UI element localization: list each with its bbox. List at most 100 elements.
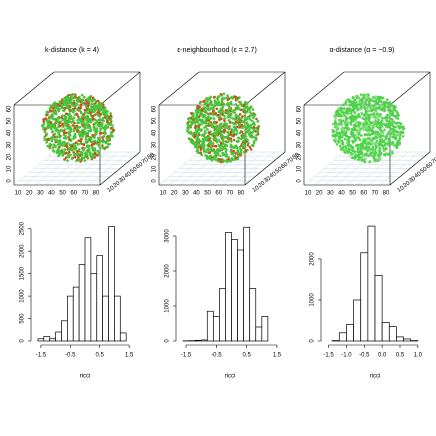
cloud-point — [353, 138, 357, 141]
cloud-point — [244, 109, 248, 113]
cloud-point — [76, 100, 80, 104]
cloud-point — [223, 119, 226, 123]
cloud-point — [212, 137, 216, 141]
cloud-point — [227, 113, 231, 117]
cloud-point — [71, 93, 75, 96]
cloud-point — [376, 140, 380, 144]
z-tick-label: 50 — [7, 117, 13, 124]
cloud-point — [66, 101, 70, 105]
cloud-point — [368, 125, 371, 128]
cloud-point — [80, 137, 83, 141]
cloud-point — [75, 112, 78, 116]
cloud-point — [229, 108, 233, 111]
cloud-point — [70, 101, 74, 105]
cloud-point — [338, 144, 342, 148]
cloud-point — [75, 130, 79, 133]
cloud-point — [256, 119, 260, 123]
cloud-point — [384, 125, 388, 128]
cloud-point — [49, 137, 53, 140]
cloud-point — [372, 115, 376, 119]
cloud-point — [364, 102, 367, 106]
histogram-bar — [353, 299, 362, 342]
cloud-point — [53, 132, 57, 136]
cloud-point — [245, 102, 249, 106]
cloud-point — [63, 158, 66, 161]
cloud-point — [241, 108, 245, 111]
cloud-point — [214, 131, 217, 135]
cloud-point — [366, 140, 369, 144]
cloud-point — [195, 120, 199, 123]
cloud-point — [61, 154, 65, 157]
cloud-point — [98, 138, 102, 142]
cloud-point — [231, 121, 235, 125]
cloud-point — [96, 99, 100, 103]
cloud-point — [215, 139, 218, 143]
cloud-point — [54, 120, 58, 123]
cloud-point — [235, 146, 239, 150]
x-tick-label: 0.5 — [396, 353, 405, 359]
cloud-point — [356, 131, 359, 134]
cloud-point — [215, 121, 219, 124]
cloud-point — [384, 138, 387, 141]
cloud-point — [91, 114, 95, 118]
cloud-point — [355, 107, 359, 110]
cloud-point — [86, 121, 90, 124]
histogram-bar — [61, 320, 68, 342]
box-edge — [158, 71, 200, 106]
cloud-point — [81, 134, 85, 138]
cloud-point — [381, 103, 384, 106]
z-tick-label: 60 — [297, 105, 303, 112]
cloud-point — [52, 125, 56, 128]
cloud-point — [56, 136, 59, 139]
cloud-point — [341, 142, 345, 146]
cloud-point — [399, 122, 403, 126]
cloud-point — [60, 98, 64, 101]
cloud-point — [229, 159, 233, 163]
cloud-point — [368, 97, 371, 101]
cloud-point — [342, 107, 346, 110]
cloud-point — [376, 120, 380, 124]
box-edge — [303, 71, 345, 106]
cloud-point — [346, 150, 350, 154]
cloud-point — [248, 110, 252, 114]
cloud-point — [363, 153, 367, 156]
cloud-point — [342, 149, 346, 152]
cloud-point — [240, 108, 243, 112]
y-tick-label: 20 — [112, 180, 121, 189]
cloud-point — [83, 101, 86, 105]
cloud-point — [208, 151, 211, 154]
cloud-point — [195, 114, 198, 117]
cloud-point — [346, 111, 349, 115]
cloud-point — [370, 109, 374, 113]
cloud-point — [396, 130, 400, 134]
cloud-point — [215, 107, 219, 111]
cloud-point — [218, 158, 221, 161]
cloud-point — [63, 107, 67, 110]
y-tick-label: 70 — [431, 157, 436, 166]
cloud-point — [341, 103, 345, 107]
cloud-point — [379, 141, 383, 144]
histogram-bar — [96, 255, 103, 342]
cloud-point — [42, 122, 46, 126]
cloud-point — [76, 118, 79, 122]
cloud-point — [87, 148, 91, 151]
cloud-point — [61, 141, 64, 145]
cloud-point — [240, 104, 244, 108]
cloud-point — [381, 96, 385, 100]
cloud-point — [198, 118, 202, 121]
cloud-point — [62, 129, 66, 133]
cloud-point — [224, 150, 228, 154]
cloud-point — [371, 126, 375, 129]
cloud-point — [72, 96, 75, 99]
cloud-point — [214, 150, 217, 154]
cloud-point — [349, 112, 352, 115]
panel-title: ε-neighbourhood (ε = 2.7) — [177, 47, 257, 54]
z-tick-label: 60 — [152, 105, 158, 112]
cloud-point — [112, 128, 115, 132]
cloud-point — [56, 147, 60, 150]
cloud-point — [86, 132, 89, 135]
cloud-point — [204, 117, 208, 120]
cloud-point — [238, 113, 242, 116]
cloud-point — [334, 115, 337, 118]
x-tick-label: -1.5 — [181, 353, 192, 359]
